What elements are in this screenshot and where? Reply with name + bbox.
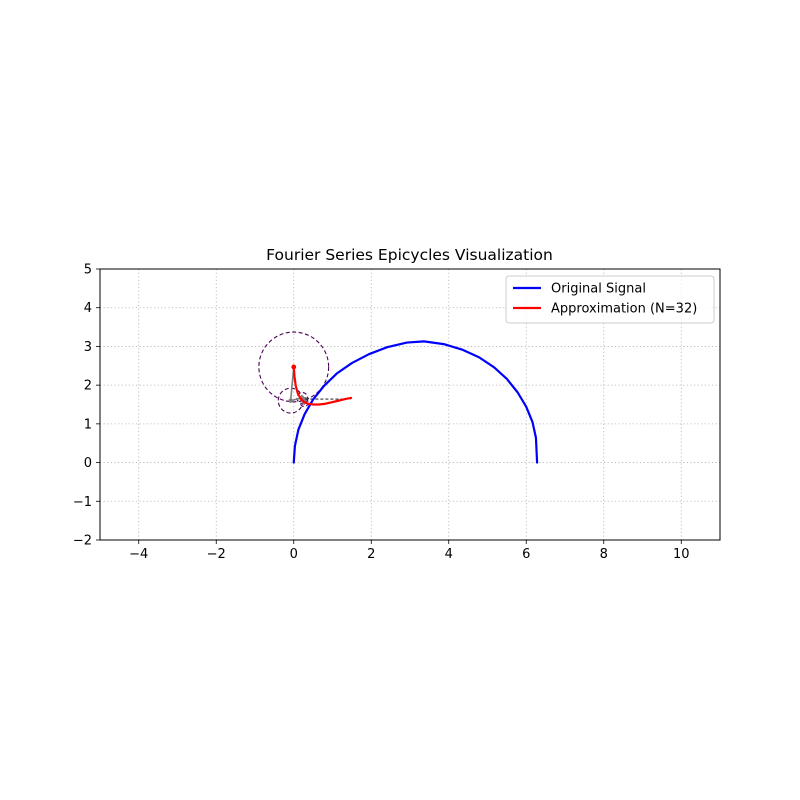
x-tick-label: 0 <box>290 547 298 562</box>
x-tick-label: −2 <box>207 547 226 562</box>
x-tick-label: 10 <box>673 547 690 562</box>
axes-frame <box>99 268 721 541</box>
legend-label-original-signal: Original Signal <box>551 282 646 297</box>
legend-box <box>505 275 715 324</box>
chart-title: Fourier Series Epicycles Visualization <box>266 246 553 264</box>
y-tick-label: −1 <box>73 495 92 510</box>
y-tick-label: −2 <box>73 534 92 549</box>
epicycle-circle <box>258 331 330 403</box>
y-tick-label: 0 <box>84 456 92 471</box>
y-axis-ticks: −2 −1 0 1 2 3 4 5 <box>73 263 100 549</box>
x-axis-ticks: −4 −2 0 2 4 6 8 10 <box>129 540 690 562</box>
x-tick-label: 8 <box>600 547 608 562</box>
legend-label-approximation: Approximation (N=32) <box>551 302 697 317</box>
x-tick-label: −4 <box>129 547 148 562</box>
x-tick-label: 4 <box>445 547 453 562</box>
y-tick-label: 4 <box>84 301 92 316</box>
epicycle-joint <box>288 398 293 403</box>
x-tick-label: 2 <box>367 547 375 562</box>
plot-area <box>258 331 539 464</box>
series-line-approximation <box>292 365 353 406</box>
y-tick-label: 1 <box>84 417 92 432</box>
y-tick-label: 5 <box>84 263 92 278</box>
series-line-original-signal <box>292 340 539 464</box>
epicycle-tip-point <box>291 364 297 370</box>
legend: Original Signal Approximation (N=32) <box>505 275 715 324</box>
y-tick-label: 3 <box>84 340 92 355</box>
x-tick-label: 6 <box>522 547 530 562</box>
y-tick-label: 2 <box>84 379 92 394</box>
